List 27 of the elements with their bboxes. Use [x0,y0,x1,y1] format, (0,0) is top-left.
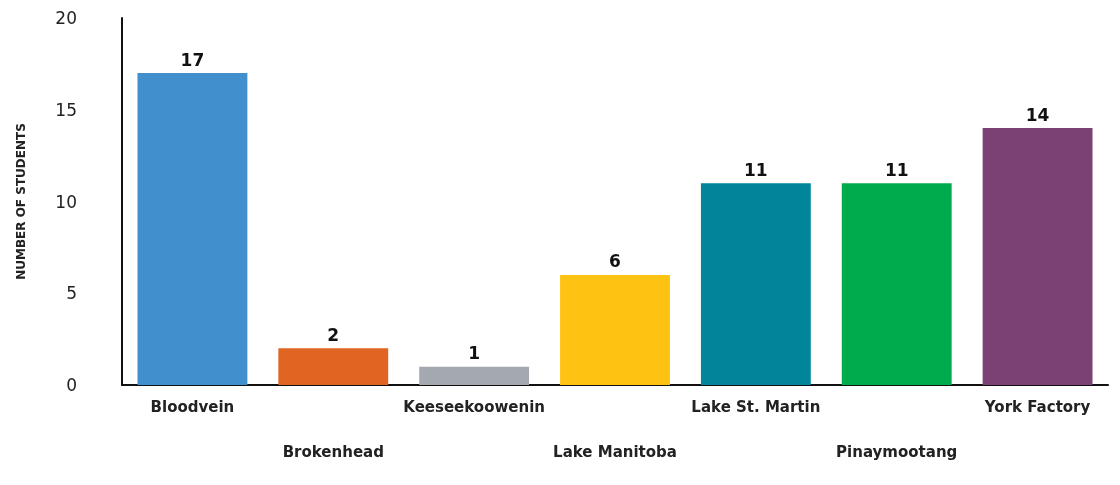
y-tick-label: 15 [55,99,77,120]
data-label: 11 [744,159,768,180]
bar [137,73,248,385]
x-tick-label: York Factory [983,397,1091,416]
y-axis-title: NUMBER OF STUDENTS [14,123,28,280]
y-tick-label: 20 [55,8,77,28]
data-label: 6 [609,251,621,272]
data-label: 2 [327,324,340,345]
data-label: 11 [884,159,909,180]
x-tick-label: Brokenhead [282,442,384,461]
y-tick-label: 10 [55,191,77,212]
data-label: 14 [1025,104,1050,125]
x-tick-label: Keeseekoowenin [403,397,545,416]
data-label: 17 [180,49,205,70]
bar [700,183,811,385]
bar [841,183,952,385]
data-label: 1 [468,343,481,364]
bar [560,274,670,385]
x-tick-label: Bloodvein [150,397,235,416]
y-tick-label: 5 [66,283,77,304]
bar [419,366,530,385]
y-tick-label: 0 [66,375,77,395]
x-tick-label: Lake St. Martin [691,397,821,416]
bar [278,348,389,385]
x-tick-label: Pinaymootang [836,442,958,461]
x-tick-label: Lake Manitoba [553,442,677,461]
bar [982,128,1093,385]
